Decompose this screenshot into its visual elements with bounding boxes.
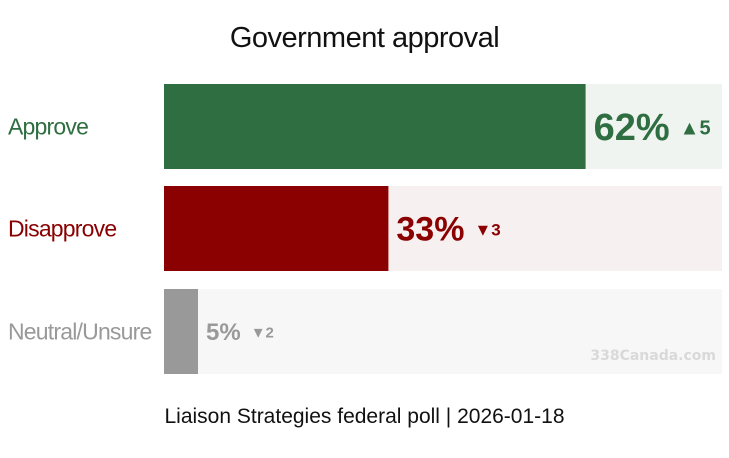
value-label-neutral-unsure: 5%: [206, 319, 241, 346]
watermark-text: 338Canada.com: [590, 348, 716, 364]
chart-title: Government approval: [229, 22, 500, 54]
change-label-approve: ▲5: [680, 118, 711, 140]
category-label-neutral-unsure: Neutral/Unsure: [8, 319, 151, 345]
change-label-neutral-unsure: ▼2: [251, 325, 274, 342]
bar-approve: [164, 84, 586, 169]
category-label-approve: Approve: [8, 114, 88, 140]
category-label-disapprove: Disapprove: [8, 216, 116, 242]
bar-track-neutral-unsure: [164, 289, 722, 374]
bar-disapprove: [164, 186, 389, 271]
value-label-approve: 62%: [594, 107, 670, 149]
value-label-disapprove: 33%: [396, 211, 464, 249]
change-label-disapprove: ▼3: [474, 220, 500, 239]
chart-footer-source: Liaison Strategies federal poll | 2026-0…: [164, 405, 565, 428]
bar-neutral-unsure: [164, 289, 198, 374]
